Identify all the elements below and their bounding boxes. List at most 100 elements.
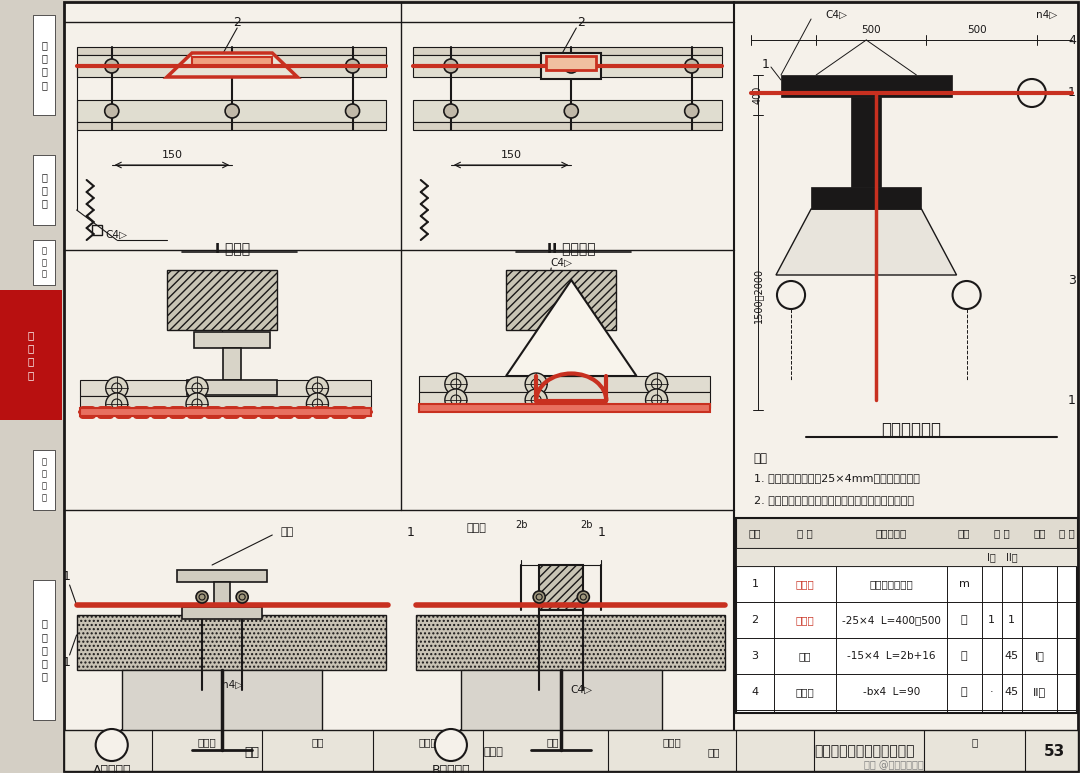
Text: 2b: 2b xyxy=(515,520,527,530)
Text: 利用吊车钢轨作接地线安装: 利用吊车钢轨作接地线安装 xyxy=(814,744,915,758)
Circle shape xyxy=(106,393,127,415)
Polygon shape xyxy=(167,53,297,77)
Text: 1: 1 xyxy=(988,615,995,625)
Circle shape xyxy=(685,59,699,73)
Circle shape xyxy=(534,591,545,603)
Text: 4: 4 xyxy=(752,687,758,697)
Bar xyxy=(122,670,323,770)
Text: 1: 1 xyxy=(752,579,758,589)
Text: 崔福涛: 崔福涛 xyxy=(662,737,681,747)
Bar xyxy=(181,607,262,619)
Circle shape xyxy=(578,591,590,603)
Text: 接
地
及: 接 地 及 xyxy=(41,172,48,208)
Bar xyxy=(77,122,386,130)
Bar xyxy=(32,155,55,225)
Circle shape xyxy=(525,389,548,411)
Polygon shape xyxy=(775,209,957,275)
Circle shape xyxy=(564,104,578,118)
Text: 由工程设计确定: 由工程设计确定 xyxy=(869,579,914,589)
Text: 跨接线: 跨接线 xyxy=(796,615,814,625)
Text: 500: 500 xyxy=(967,25,986,35)
Bar xyxy=(413,55,721,77)
Text: 1: 1 xyxy=(407,526,415,539)
Text: 序号: 序号 xyxy=(748,528,761,538)
Circle shape xyxy=(445,373,467,395)
Bar xyxy=(781,75,951,97)
Text: 3: 3 xyxy=(1068,274,1076,287)
Text: B: B xyxy=(962,288,971,301)
Text: II 型方钢轨: II 型方钢轨 xyxy=(546,241,595,255)
Circle shape xyxy=(307,393,328,415)
Text: 2: 2 xyxy=(233,15,241,29)
Text: 1: 1 xyxy=(63,570,70,584)
Circle shape xyxy=(186,377,208,399)
Text: 接
地
及: 接 地 及 xyxy=(42,246,46,279)
Text: C4▷: C4▷ xyxy=(825,10,847,20)
Circle shape xyxy=(525,373,548,395)
Bar xyxy=(419,404,710,412)
Text: 1500～2000: 1500～2000 xyxy=(753,267,762,322)
Bar xyxy=(32,580,55,720)
Text: A节点详图: A节点详图 xyxy=(93,764,131,773)
Text: n4▷: n4▷ xyxy=(1037,10,1057,20)
Text: 注：: 注： xyxy=(754,451,768,465)
Text: 500: 500 xyxy=(862,25,881,35)
Bar xyxy=(80,396,370,412)
Text: 页: 页 xyxy=(972,737,977,747)
Bar xyxy=(539,565,583,610)
Text: -bx4  L=90: -bx4 L=90 xyxy=(863,687,920,697)
Circle shape xyxy=(1017,79,1045,107)
Text: 1. 吊车钢轨之间应以25×4mm扁钢焊接接通。: 1. 吊车钢轨之间应以25×4mm扁钢焊接接通。 xyxy=(754,473,920,483)
Text: 备 注: 备 注 xyxy=(1059,528,1075,538)
Bar xyxy=(187,380,278,395)
Bar xyxy=(32,15,55,115)
Text: 套卡: 套卡 xyxy=(799,651,811,661)
Text: 3: 3 xyxy=(752,651,758,661)
Circle shape xyxy=(106,377,127,399)
Text: 150: 150 xyxy=(161,150,183,160)
Circle shape xyxy=(777,281,805,309)
Text: -25×4  L=400～500: -25×4 L=400～500 xyxy=(842,615,941,625)
Text: 45: 45 xyxy=(1004,651,1018,661)
Text: 53: 53 xyxy=(1044,744,1066,758)
Text: 45: 45 xyxy=(1004,687,1018,697)
Circle shape xyxy=(307,377,328,399)
Text: 1: 1 xyxy=(597,526,605,539)
Bar xyxy=(546,56,596,70)
Circle shape xyxy=(444,59,458,73)
Bar xyxy=(177,570,267,582)
Text: 个: 个 xyxy=(961,687,968,697)
Bar xyxy=(735,548,1077,566)
Circle shape xyxy=(237,591,248,603)
Circle shape xyxy=(346,59,360,73)
Text: 范景昌: 范景昌 xyxy=(418,737,437,747)
Text: 1: 1 xyxy=(1068,87,1076,100)
Text: B: B xyxy=(446,738,456,752)
Text: I型: I型 xyxy=(987,552,996,562)
Text: I型: I型 xyxy=(1035,651,1044,661)
Bar xyxy=(419,392,710,408)
Text: 签名: 签名 xyxy=(707,747,720,757)
Text: n4▷: n4▷ xyxy=(221,680,243,690)
Bar xyxy=(192,57,272,65)
Text: 名 称: 名 称 xyxy=(797,528,813,538)
Bar xyxy=(167,270,278,330)
Text: 签珠: 签珠 xyxy=(245,745,259,758)
Bar xyxy=(92,225,102,235)
Text: -15×4  L=2b+16: -15×4 L=2b+16 xyxy=(847,651,935,661)
Circle shape xyxy=(444,104,458,118)
Text: 校对: 校对 xyxy=(311,737,324,747)
Text: 李道本: 李道本 xyxy=(198,737,216,747)
Bar xyxy=(413,122,721,130)
Text: 2b: 2b xyxy=(580,520,593,530)
Text: 固定钩: 固定钩 xyxy=(796,687,814,697)
Circle shape xyxy=(646,389,667,411)
Bar xyxy=(413,100,721,122)
Text: 防
静
电
接
地: 防 静 电 接 地 xyxy=(41,618,48,682)
Text: 接
地
示
例: 接 地 示 例 xyxy=(28,330,33,380)
Bar xyxy=(851,97,881,187)
Text: 1: 1 xyxy=(1009,615,1015,625)
Text: II型: II型 xyxy=(1032,687,1045,697)
Circle shape xyxy=(445,389,467,411)
Bar xyxy=(811,187,921,209)
